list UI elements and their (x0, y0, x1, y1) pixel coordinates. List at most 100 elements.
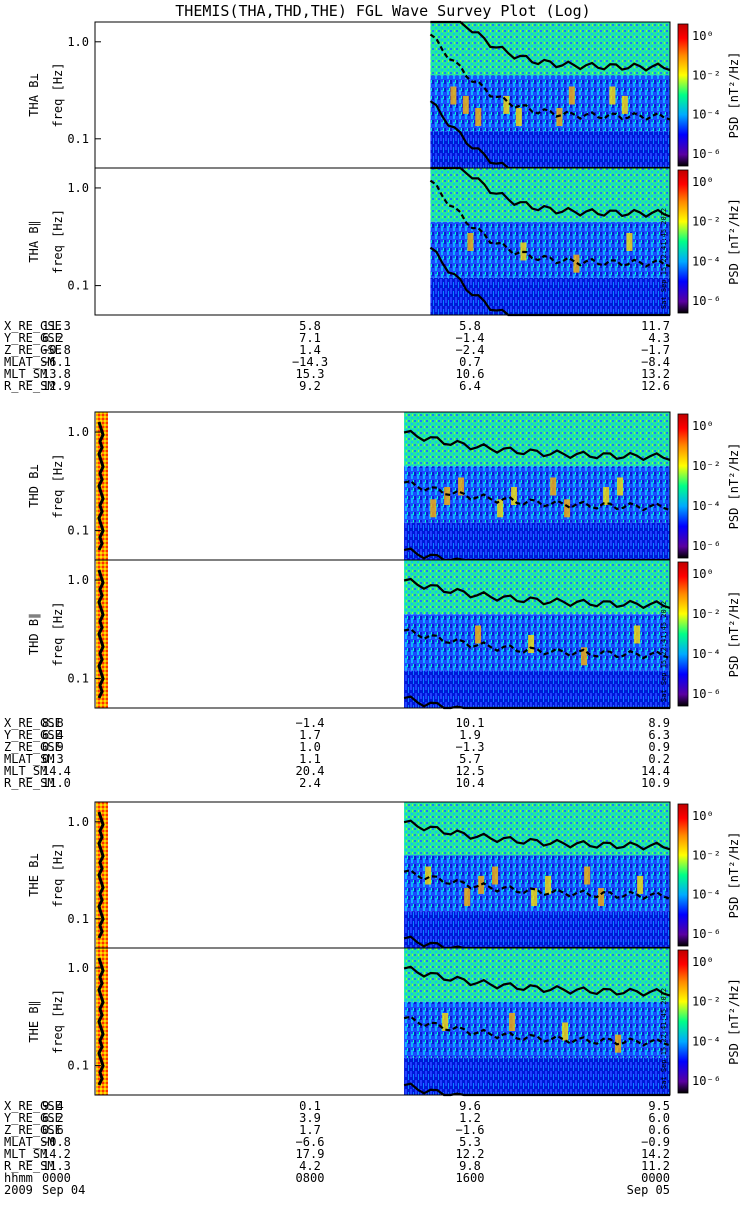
spectrum-band-low (430, 277, 670, 315)
y-tick-label: 1.0 (67, 181, 89, 195)
fce-curve (430, 20, 671, 72)
half-fce-curve (403, 1015, 671, 1047)
ephemeris-label: R_RE_SM (4, 776, 55, 790)
wave-burst (617, 477, 624, 496)
panel-frame (94, 559, 671, 709)
ephemeris-label: R_RE_SM (4, 1159, 55, 1173)
wave-burst (562, 1022, 569, 1041)
generation-stamp: Sat Sep 15 22:41:45 2012 (660, 601, 668, 702)
ephemeris-value: 0000 (42, 1171, 71, 1185)
wave-burst (425, 866, 432, 885)
spectrum-band-mid (404, 614, 670, 671)
ephemeris-label: MLT_SM (4, 764, 47, 778)
colorbar (677, 803, 689, 947)
y-tick-label: 1.0 (67, 425, 89, 439)
ephemeris-value: 1.4 (299, 343, 321, 357)
colorbar (677, 23, 689, 167)
figure-title: THEMIS(THA,THD,THE) FGL Wave Survey Plot… (175, 2, 590, 20)
ephemeris-value: Sep 05 (627, 1183, 670, 1197)
colorbar (677, 561, 689, 707)
ephemeris-label: X_RE_GSE (4, 716, 62, 730)
ephemeris-value: 15.3 (296, 367, 325, 381)
wave-burst (458, 477, 465, 496)
spectrum-band-low (404, 522, 670, 560)
y-tick-label: 0.1 (67, 912, 89, 926)
spectrum-band-low (404, 1057, 670, 1095)
colorbar-label: PSD [nT²/Hz] (727, 978, 741, 1065)
ephemeris-value: 8.9 (648, 716, 670, 730)
wave-burst (430, 499, 437, 518)
ephemeris-label: MLT_SM (4, 1147, 47, 1161)
spectrum-band-high (404, 802, 670, 856)
ephemeris-value: 9.5 (648, 1099, 670, 1113)
wave-burst (475, 108, 482, 127)
wave-burst (492, 866, 499, 885)
half-fce-curve (403, 627, 671, 660)
ephemeris-value: 0800 (296, 1171, 325, 1185)
y-tick-label: 1.0 (67, 961, 89, 975)
fce-curve (403, 577, 671, 610)
ephemeris-value: −1.4 (296, 716, 325, 730)
ephemeris-value: 10.4 (456, 776, 485, 790)
ephemeris-value: 6.4 (42, 728, 64, 742)
spectrogram-panel: 1.0 0.1 THD B⊥ freq [Hz] 10⁰ 10⁻² 10⁻⁴ 10⁻⁶ PSD … (27, 411, 741, 562)
y-tick-label: 0.1 (67, 523, 89, 537)
wave-burst (598, 888, 605, 907)
colorbar-tick-label: 10⁻² (692, 459, 721, 473)
y-tick-label: 0.1 (67, 132, 89, 146)
half-fce-curve (429, 33, 671, 122)
ephemeris-value: 20.4 (296, 764, 325, 778)
y-tick-label: 1.0 (67, 573, 89, 587)
wave-burst (581, 647, 588, 666)
wave-burst (545, 875, 552, 894)
colorbar-label: PSD [nT²/Hz] (727, 832, 741, 919)
ephemeris-value: 6.2 (42, 331, 64, 345)
ephemeris-value: 12.6 (641, 379, 670, 393)
colorbar (677, 169, 689, 314)
ephemeris-value: 14.2 (641, 1147, 670, 1161)
y-tick-label: 0.1 (67, 1059, 89, 1073)
wave-burst (444, 487, 451, 506)
ephemeris-label: X_RE_GSE (4, 319, 62, 333)
ephemeris-value: 4.3 (648, 331, 670, 345)
wave-burst (564, 499, 571, 518)
y-tick-label: 1.0 (67, 815, 89, 829)
wave-burst (515, 108, 522, 127)
colorbar-label: PSD [nT²/Hz] (727, 52, 741, 139)
ephemeris-value: 5.8 (299, 319, 321, 333)
ephemeris-value: 11.3 (42, 319, 71, 333)
wave-burst (621, 95, 628, 114)
wave-burst (634, 625, 641, 644)
ephemeris-value: 0.9 (648, 740, 670, 754)
ephemeris-value: 3.9 (299, 1111, 321, 1125)
colorbar-tick-label: 10⁻⁶ (692, 294, 721, 308)
ephemeris-value: 13.2 (641, 367, 670, 381)
spectrogram-panel: 1.0 0.1 THA B∥ freq [Hz] 10⁰ 10⁻² 10⁻⁴ 10⁻⁶ PSD … (27, 166, 741, 317)
ephemeris-value: 1.7 (299, 728, 321, 742)
spectrum-band-mid (404, 466, 670, 523)
ephemeris-value: −6.1 (42, 355, 71, 369)
early-cyclotron-trace (97, 957, 105, 1086)
ephemeris-value: −1.7 (641, 343, 670, 357)
ephemeris-value: 0.2 (648, 752, 670, 766)
spectrum-band-low (404, 911, 670, 948)
colorbar-tick-label: 10⁻⁶ (692, 147, 721, 161)
colorbar-label: PSD [nT²/Hz] (727, 443, 741, 530)
wave-burst (568, 86, 575, 105)
wave-burst (511, 487, 518, 506)
ephemeris-value: 17.9 (296, 1147, 325, 1161)
spectrum-band-mid (430, 221, 670, 278)
ephemeris-value: 12.5 (456, 764, 485, 778)
ephemeris-value: 7.1 (299, 331, 321, 345)
panel-axis-label: freq [Hz] (51, 842, 65, 907)
colorbar-tick-label: 10⁻² (692, 848, 721, 862)
ephemeris-value: Sep 04 (42, 1183, 85, 1197)
colorbar-tick-label: 10⁻⁴ (692, 499, 721, 513)
ephemeris-label: Y_RE_GSE (4, 331, 62, 345)
panel-axis-label: freq [Hz] (51, 453, 65, 518)
ephemeris-label: Y_RE_GSE (4, 728, 62, 742)
